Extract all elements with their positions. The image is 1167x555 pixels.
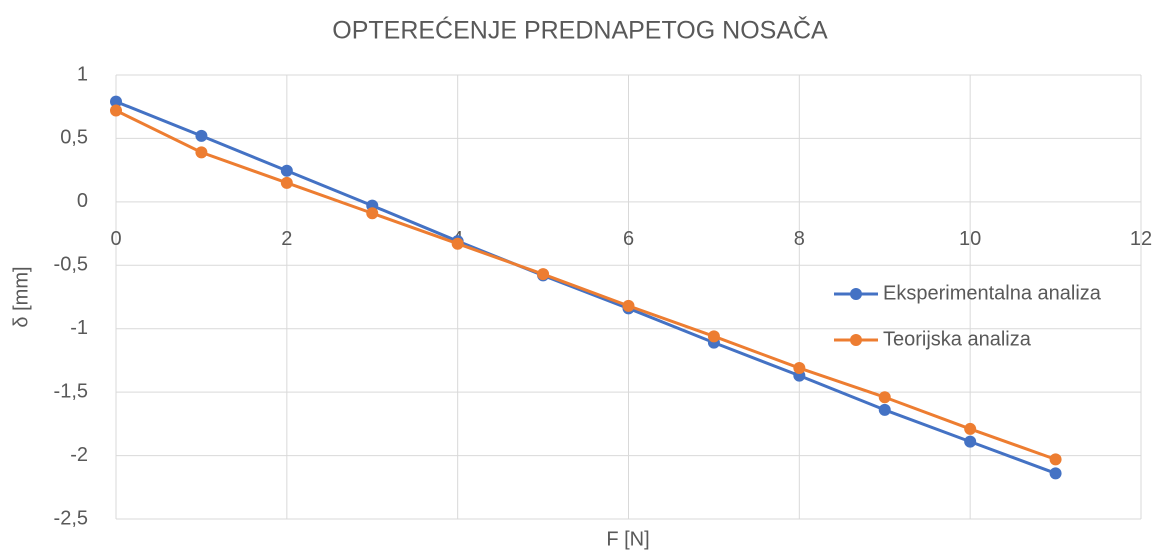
data-point [280,176,293,189]
data-point [195,146,208,159]
data-point [964,422,977,435]
series-line [115,109,1057,461]
x-tick-label: 2 [281,228,292,250]
data-point [195,129,208,142]
y-tick-label: 0 [77,190,88,212]
data-point [537,268,550,281]
y-tick-label: -1 [70,317,88,339]
legend-marker [850,334,862,346]
legend-label: Teorijska analiza [883,328,1032,350]
x-axis-label: F [N] [606,528,649,550]
data-point [964,435,977,448]
x-tick-label: 10 [959,228,981,250]
data-point [110,95,122,108]
y-tick-label: -2 [70,444,88,466]
y-tick-label: -0,5 [54,254,88,276]
data-point [1049,453,1062,466]
y-tick-label: -2,5 [54,507,88,529]
data-point [1049,467,1062,480]
x-tick-label: 0 [110,228,121,250]
legend-marker [850,288,862,300]
x-tick-label: 8 [794,228,805,250]
data-point [878,391,891,404]
y-tick-label: -1,5 [54,380,88,402]
x-tick-label: 6 [623,228,634,250]
legend-label: Eksperimentalna analiza [883,282,1102,304]
data-point [110,104,122,117]
data-point [622,299,635,312]
data-point [793,362,806,375]
y-tick-label: 1 [77,63,88,85]
data-point [366,207,379,220]
data-point [451,237,464,250]
data-point [280,164,293,177]
y-tick-label: 0,5 [60,127,88,149]
x-tick-label: 12 [1130,228,1152,250]
series-line [115,100,1057,475]
chart-title: OPTEREĆENJE PREDNAPETOG NOSAČA [332,16,828,45]
data-point [707,330,720,343]
y-axis-label: δ [mm] [10,266,32,327]
data-point [878,403,891,416]
